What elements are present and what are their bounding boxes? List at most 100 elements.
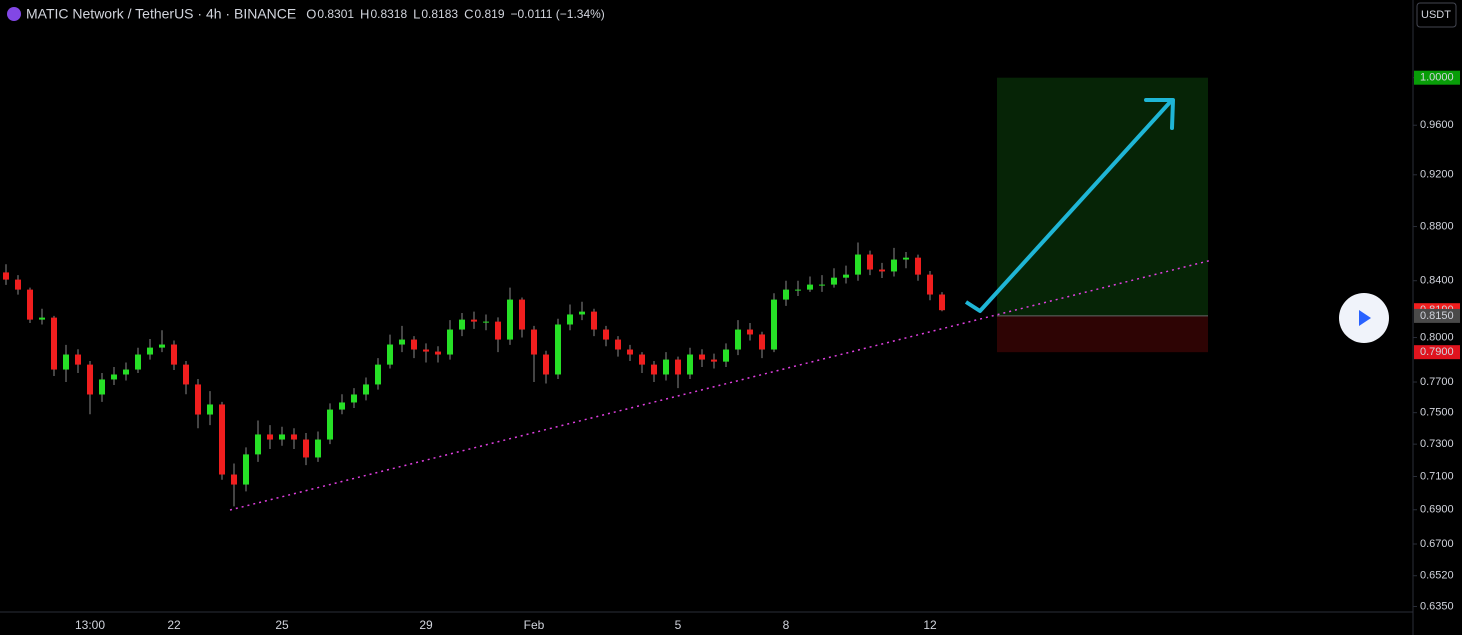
price-marker-label: 0.8150 xyxy=(1420,310,1454,322)
candle-body xyxy=(291,434,297,440)
candle-body xyxy=(579,311,585,315)
axis: 1.0000 0.9600 0.9200 0.8800 0.8400 0.8000 0.77… xyxy=(75,72,1454,633)
y-tick-label: 0.9200 xyxy=(1420,169,1454,181)
candle-body xyxy=(747,329,753,335)
y-tick-label: 0.7300 xyxy=(1420,438,1454,450)
candle-body xyxy=(15,279,21,290)
ohlc-label: O xyxy=(306,6,316,21)
candle-body xyxy=(207,404,213,415)
y-tick-label: 0.8000 xyxy=(1420,331,1454,343)
candle-body xyxy=(267,434,273,440)
play-icon xyxy=(1359,310,1371,326)
candle-body xyxy=(639,354,645,365)
price-marker xyxy=(1414,308,1460,323)
candle-body xyxy=(783,289,789,300)
candle-body xyxy=(519,299,525,330)
header: MATIC Network / TetherUS · 4h · BINANCE … xyxy=(26,6,605,22)
candle-body xyxy=(147,347,153,355)
y-tick-label: 0.6520 xyxy=(1420,570,1454,582)
y-tick-label: 0.6350 xyxy=(1420,600,1454,612)
candle-body xyxy=(159,344,165,348)
trend-line xyxy=(229,259,1213,511)
candle-body xyxy=(183,364,189,385)
candle-body xyxy=(807,284,813,290)
candle-body xyxy=(279,434,285,440)
candle-body xyxy=(867,254,873,270)
candle-body xyxy=(603,329,609,340)
candle-body xyxy=(891,259,897,272)
candle-body xyxy=(351,394,357,403)
candle-body xyxy=(615,339,621,350)
y-tick-label: 0.6900 xyxy=(1420,504,1454,516)
change: −0.0111 (−1.34%) xyxy=(511,7,605,21)
candle-body xyxy=(687,354,693,375)
candle-body xyxy=(447,329,453,355)
stop-zone xyxy=(997,315,1208,353)
candle-body xyxy=(927,274,933,295)
chart-title: MATIC Network / TetherUS · 4h · BINANCE xyxy=(26,6,296,22)
candle-body xyxy=(795,289,801,291)
ohlc-label: L xyxy=(413,6,420,21)
candle-body xyxy=(315,439,321,458)
candle-body xyxy=(939,294,945,311)
x-tick-label: 22 xyxy=(167,618,181,632)
currency-button[interactable] xyxy=(1416,2,1457,28)
symbol-icon xyxy=(7,7,21,21)
candle-body xyxy=(483,321,489,323)
candle-body xyxy=(663,359,669,375)
candles xyxy=(3,242,945,507)
y-tick-label: 0.9600 xyxy=(1420,119,1454,131)
candle-body xyxy=(435,351,441,355)
candle-body xyxy=(39,317,45,320)
currency[interactable]: USDT xyxy=(1421,9,1451,21)
candle-body xyxy=(855,254,861,275)
candle-body xyxy=(339,402,345,410)
ohlc-value: 0.8301 xyxy=(317,7,354,21)
candle-body xyxy=(711,359,717,362)
price-marker xyxy=(1414,345,1460,360)
candle-body xyxy=(219,404,225,475)
x-tick-label: Feb xyxy=(524,618,545,632)
candle-body xyxy=(231,474,237,485)
candle-body xyxy=(375,364,381,385)
price-marker-label: 1.0000 xyxy=(1420,72,1454,84)
candle-body xyxy=(507,299,513,340)
ohlc-label: H xyxy=(360,6,369,21)
price-marker-label: 0.7900 xyxy=(1420,346,1454,358)
candle-body xyxy=(831,277,837,285)
y-tick-label: 0.8800 xyxy=(1420,220,1454,232)
x-tick-label: 25 xyxy=(275,618,289,632)
candle-body xyxy=(495,321,501,340)
candle-body xyxy=(543,354,549,375)
arrow xyxy=(964,98,1174,313)
candle-body xyxy=(723,349,729,362)
candle-body xyxy=(903,257,909,260)
candle-body xyxy=(195,384,201,415)
candle-body xyxy=(651,364,657,375)
candle-body xyxy=(51,317,57,370)
candle-body xyxy=(3,272,9,280)
candle-body xyxy=(243,454,249,485)
candle-body xyxy=(171,344,177,365)
candle-body xyxy=(531,329,537,355)
ohlc-value: 0.819 xyxy=(474,7,504,21)
candle-body xyxy=(423,349,429,352)
ohlc-label: C xyxy=(464,6,473,21)
x-tick-label: 5 xyxy=(675,618,682,632)
candle-body xyxy=(87,364,93,395)
price-marker xyxy=(1414,70,1460,85)
drawings xyxy=(997,77,1208,353)
target-zone xyxy=(997,77,1208,316)
ohlc-value: 0.8318 xyxy=(370,7,407,21)
y-tick-label: 0.6700 xyxy=(1420,538,1454,550)
candle-body xyxy=(303,439,309,458)
y-tick-label: 0.8400 xyxy=(1420,275,1454,287)
candle-body xyxy=(843,274,849,278)
candle-body xyxy=(123,369,129,375)
x-tick-label: 29 xyxy=(419,618,433,632)
candle-body xyxy=(555,324,561,375)
y-tick-label: 0.7100 xyxy=(1420,470,1454,482)
candle-body xyxy=(27,289,33,320)
candle-body xyxy=(591,311,597,330)
